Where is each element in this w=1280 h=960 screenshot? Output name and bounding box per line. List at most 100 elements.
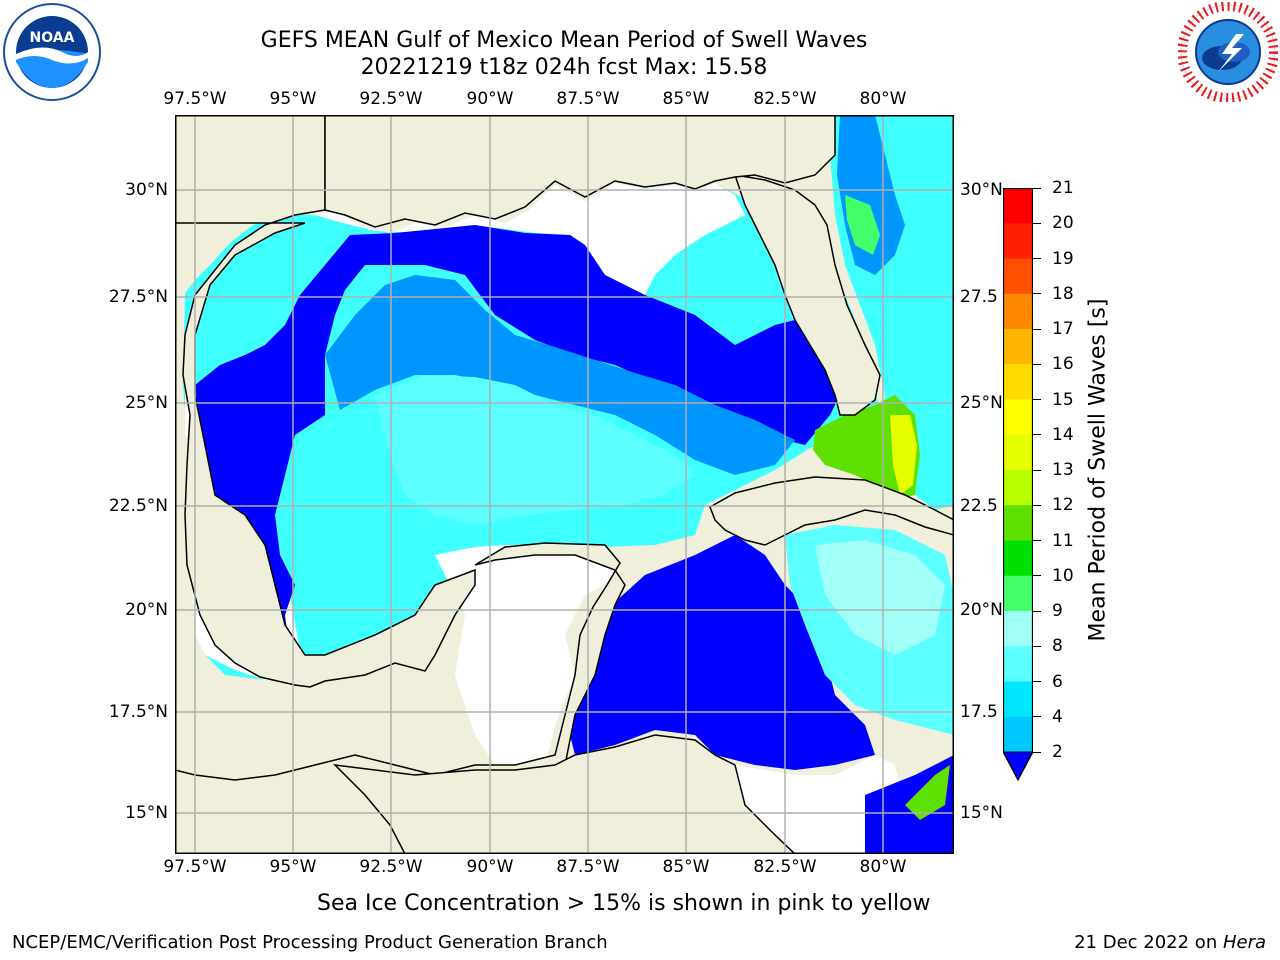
map-panel xyxy=(175,115,954,854)
colorbar-tick-label: 11 xyxy=(1052,530,1074,551)
colorbar-segment xyxy=(1003,681,1033,718)
sea-ice-caption: Sea Ice Concentration > 15% is shown in … xyxy=(317,891,931,916)
lat-tick-label-right: 27.5 xyxy=(960,287,998,307)
colorbar-tick-label: 21 xyxy=(1052,178,1074,198)
colorbar-tick-label: 8 xyxy=(1052,636,1063,657)
colorbar-segment xyxy=(1003,364,1033,400)
colorbar-tick-mark xyxy=(1033,293,1041,295)
colorbar-tick-mark xyxy=(1033,434,1041,436)
caribbean-pale-patch xyxy=(815,540,945,655)
footer-date: 21 Dec 2022 on Hera xyxy=(1074,932,1266,954)
map-frame xyxy=(175,115,954,854)
lat-tick-label-left: 22.5°N xyxy=(108,496,168,516)
colorbar-tick-mark xyxy=(1033,610,1041,612)
us-gulf-coast-land xyxy=(324,115,836,228)
swell-period-map xyxy=(175,115,954,854)
band-2-4-west xyxy=(195,225,845,683)
nodata-north xyxy=(315,183,745,295)
colorbar-tick-label: 13 xyxy=(1052,460,1074,480)
chart-title: GEFS MEAN Gulf of Mexico Mean Period of … xyxy=(260,28,868,53)
colorbar-segment xyxy=(1003,258,1033,295)
colorbar-tick-label: 17 xyxy=(1052,319,1074,339)
lon-tick-label-bottom: 87.5°W xyxy=(556,857,620,877)
lat-tick-label-left: 27.5°N xyxy=(108,287,168,307)
lat-tick-label-right: 15°N xyxy=(960,803,1003,823)
colorbar-tick-mark xyxy=(1033,645,1041,647)
lon-tick-label-bottom: 97.5°W xyxy=(163,857,227,877)
colorbar-tick-mark xyxy=(1033,681,1041,682)
colorbar-segment xyxy=(1003,329,1033,365)
colorbar-tick-label: 20 xyxy=(1052,213,1074,234)
colorbar-tick-label: 2 xyxy=(1052,742,1063,762)
lon-tick-label-bottom: 85°W xyxy=(662,857,710,877)
colorbar-tick-label: 9 xyxy=(1052,601,1063,621)
colorbar-tick-mark xyxy=(1033,328,1041,330)
lat-tick-label-left: 20°N xyxy=(125,600,168,620)
lon-tick-label-top: 95°W xyxy=(269,89,317,109)
footer-date-text: 21 Dec 2022 on xyxy=(1074,932,1223,953)
bottom-right-nodata xyxy=(735,755,905,854)
colorbar-segment xyxy=(1003,470,1033,506)
lat-tick-label-right: 25°N xyxy=(960,393,1003,413)
colorbar-tick-mark xyxy=(1033,222,1041,224)
lon-tick-label-bottom: 92.5°W xyxy=(359,857,423,877)
nws-logo xyxy=(1177,1,1279,103)
noaa-logo-text: NOAA xyxy=(30,30,75,46)
lat-tick-label-left: 25°N xyxy=(125,393,168,413)
footer-host: Hera xyxy=(1222,932,1266,953)
colorbar-extend-arrow xyxy=(1002,751,1034,782)
colorbar-label: Mean Period of Swell Waves [s] xyxy=(1085,298,1111,642)
lat-tick-label-right: 30°N xyxy=(960,180,1003,200)
cuba-land xyxy=(709,476,954,546)
colorbar-segment xyxy=(1003,575,1033,612)
footer-branch: NCEP/EMC/Verification Post Processing Pr… xyxy=(12,932,608,953)
lat-tick-label-left: 15°N xyxy=(125,803,168,823)
lat-tick-label-left: 30°N xyxy=(125,180,168,200)
colorbar-tick-label: 10 xyxy=(1052,565,1074,586)
colorbar-segment xyxy=(1003,716,1033,753)
bahamas-yellow-patch xyxy=(890,415,917,495)
colorbar-swatches xyxy=(1002,187,1034,782)
lon-tick-label-top: 82.5°W xyxy=(753,89,817,109)
colorbar-segment xyxy=(1003,540,1033,577)
colorbar-tick-mark xyxy=(1033,469,1041,471)
central-america-land xyxy=(332,734,797,854)
colorbar-segment xyxy=(1003,611,1033,647)
colorbar-tick-label: 16 xyxy=(1052,354,1074,375)
lon-tick-label-bottom: 82.5°W xyxy=(753,857,817,877)
colorbar-segment xyxy=(1003,293,1033,330)
band-6-8-central xyxy=(375,375,695,525)
colorbar-tick-label: 4 xyxy=(1052,706,1063,727)
colorbar-segment xyxy=(1003,646,1033,682)
lon-tick-label-top: 80°W xyxy=(859,89,907,109)
colorbar-segment xyxy=(1003,505,1033,541)
colorbar-tick-mark xyxy=(1033,363,1041,365)
colorbar-tick-label: 6 xyxy=(1052,671,1063,692)
lon-tick-label-bottom: 95°W xyxy=(269,857,317,877)
noaa-logo: NOAA xyxy=(2,2,102,102)
colorbar-tick-mark xyxy=(1033,187,1041,189)
colorbar-tick-label: 14 xyxy=(1052,424,1074,445)
colorbar-tick-mark xyxy=(1033,258,1041,259)
atlantic-green-patch xyxy=(845,195,880,255)
bottom-right-green xyxy=(905,765,950,820)
lat-tick-label-right: 20°N xyxy=(960,600,1003,620)
florida-land xyxy=(733,174,881,416)
colorbar-tick-label: 19 xyxy=(1052,248,1074,269)
colorbar-tick-mark xyxy=(1033,751,1041,753)
map-gridlines xyxy=(175,115,954,854)
lon-tick-label-top: 90°W xyxy=(466,89,514,109)
colorbar-frame xyxy=(1002,187,1034,782)
lat-tick-label-right: 17.5 xyxy=(960,702,998,722)
colorbar-tick-mark xyxy=(1033,540,1041,541)
lon-tick-label-top: 92.5°W xyxy=(359,89,423,109)
band-4-6 xyxy=(325,275,795,475)
colorbar-tick-mark xyxy=(1033,399,1041,400)
lon-tick-label-top: 87.5°W xyxy=(556,89,620,109)
colorbar xyxy=(1002,187,1034,788)
colorbar-segment xyxy=(1003,434,1033,471)
colorbar-segment xyxy=(1003,399,1033,436)
lat-tick-label-left: 17.5°N xyxy=(108,702,168,722)
mexico-west-land xyxy=(175,115,476,688)
nodata-yucatan xyxy=(435,545,620,765)
